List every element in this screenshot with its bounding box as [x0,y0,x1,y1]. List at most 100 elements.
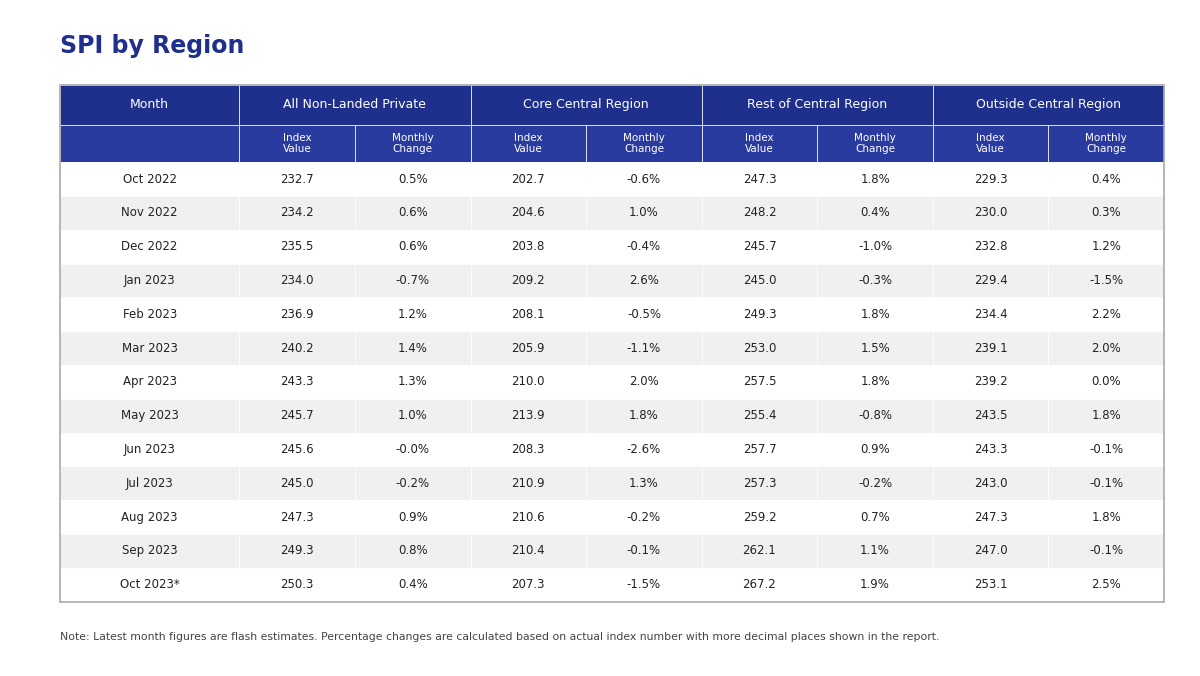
Text: 0.0%: 0.0% [1091,375,1121,389]
Bar [1049,297,1164,331]
Bar [586,162,702,196]
Bar [932,264,1049,297]
Bar [355,162,470,196]
Bar [932,196,1049,230]
Text: 245.0: 245.0 [743,274,776,287]
Text: 204.6: 204.6 [511,206,545,220]
Text: 210.6: 210.6 [511,510,545,524]
Bar [1049,399,1164,433]
Bar [355,230,470,264]
Bar [239,125,355,162]
Bar [60,297,239,331]
Bar [470,331,586,365]
Bar [702,162,817,196]
Text: Index
Value: Index Value [514,133,542,154]
Bar [60,466,239,500]
Bar [586,399,702,433]
Bar [817,196,932,230]
Text: SPI by Region: SPI by Region [60,34,245,58]
Bar [60,264,239,297]
Text: Nov 2022: Nov 2022 [121,206,178,220]
Text: 234.0: 234.0 [281,274,314,287]
Text: Dec 2022: Dec 2022 [121,240,178,254]
Text: 249.3: 249.3 [281,544,314,558]
Bar [702,500,817,534]
Text: 245.0: 245.0 [281,477,314,490]
Bar [470,433,586,466]
Text: 1.8%: 1.8% [860,172,890,186]
Text: -1.0%: -1.0% [858,240,892,254]
Bar [586,196,702,230]
Text: 1.1%: 1.1% [860,544,890,558]
Text: -0.7%: -0.7% [396,274,430,287]
Bar [932,162,1049,196]
Bar [239,534,355,568]
Bar [1049,331,1164,365]
Text: 0.9%: 0.9% [398,510,427,524]
Bar [60,568,239,602]
Bar [932,365,1049,399]
Bar [355,264,470,297]
Text: Index
Value: Index Value [283,133,312,154]
Text: 2.0%: 2.0% [629,375,659,389]
Text: 1.8%: 1.8% [860,375,890,389]
Text: May 2023: May 2023 [121,409,179,422]
Bar [586,125,702,162]
Text: 1.3%: 1.3% [629,477,659,490]
Bar [932,568,1049,602]
Text: 253.1: 253.1 [974,578,1007,592]
Text: 245.6: 245.6 [281,443,314,456]
Text: 1.9%: 1.9% [860,578,890,592]
Bar [932,399,1049,433]
Bar [586,500,702,534]
Bar [1049,196,1164,230]
Text: 257.7: 257.7 [743,443,776,456]
Text: 1.2%: 1.2% [1091,240,1121,254]
Bar [355,196,470,230]
Bar [60,84,1164,602]
Bar [817,466,932,500]
Bar [470,399,586,433]
Text: 240.2: 240.2 [281,341,314,355]
Bar [702,433,817,466]
Bar [586,433,702,466]
Bar [60,84,239,125]
Text: Outside Central Region: Outside Central Region [976,98,1121,112]
Text: 247.3: 247.3 [743,172,776,186]
Bar [1049,264,1164,297]
Text: 230.0: 230.0 [974,206,1007,220]
Text: 243.3: 243.3 [974,443,1007,456]
Text: 208.3: 208.3 [511,443,545,456]
Text: -0.2%: -0.2% [626,510,661,524]
Bar [470,297,586,331]
Bar [932,331,1049,365]
Text: 0.9%: 0.9% [860,443,890,456]
Text: 239.1: 239.1 [974,341,1008,355]
Text: 2.2%: 2.2% [1091,308,1121,321]
Text: 1.0%: 1.0% [398,409,427,422]
Text: Sep 2023: Sep 2023 [122,544,178,558]
Bar [702,534,817,568]
Bar [60,534,239,568]
Text: -1.5%: -1.5% [626,578,661,592]
Bar [932,125,1049,162]
Text: 1.2%: 1.2% [397,308,427,321]
Text: All Non-Landed Private: All Non-Landed Private [283,98,426,112]
Bar [239,466,355,500]
Bar [355,433,470,466]
Text: 262.1: 262.1 [743,544,776,558]
Bar [1049,162,1164,196]
Text: 253.0: 253.0 [743,341,776,355]
Text: 235.5: 235.5 [281,240,314,254]
Text: 229.4: 229.4 [973,274,1008,287]
Bar [355,534,470,568]
Text: 248.2: 248.2 [743,206,776,220]
Bar [817,297,932,331]
Text: Jun 2023: Jun 2023 [124,443,175,456]
Bar [470,196,586,230]
Bar [932,433,1049,466]
Bar [1049,230,1164,264]
Text: 257.3: 257.3 [743,477,776,490]
Bar [1049,433,1164,466]
Bar [470,84,702,125]
